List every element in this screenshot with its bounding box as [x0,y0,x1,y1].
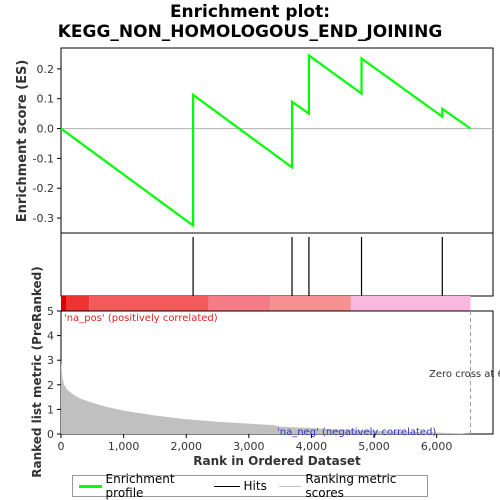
rank-bar-segment [61,296,67,311]
ranking-metric-area [61,360,471,434]
legend-swatch-metric [278,485,302,487]
x-tick-label: 6,000 [421,440,453,453]
es-y-tick-label: -0.1 [33,152,54,165]
legend-label-hits: Hits [243,479,267,493]
x-axis-label: Rank in Ordered Dataset [193,454,361,468]
legend-item-hits: Hits [213,479,267,493]
hits-panel-frame [60,232,494,297]
hits-marks [192,237,443,296]
metric-y-tick-label: 4 [47,330,54,343]
x-tick-label: 1,000 [108,440,140,453]
legend-swatch-enrichment [79,484,102,488]
es-y-tick-label: -0.2 [33,182,54,195]
x-tick-label: 2,000 [170,440,202,453]
x-tick-label: 5,000 [358,440,390,453]
chart-title-line2: KEGG_NON_HOMOLOGOUS_END_JOINING [57,22,443,42]
x-tick-label: 3,000 [233,440,265,453]
metric-y-tick-label: 2 [47,379,54,392]
es-y-label: Enrichment score (ES) [15,60,30,223]
metric-y-tick-label: 5 [47,305,54,318]
x-tick-label: 4,000 [296,440,328,453]
es-y-tick-label: 0.0 [37,123,55,136]
rank-bar-segment [350,296,471,311]
metric-y-tick-label: 0 [47,428,54,441]
legend-label-enrichment: Enrichment profile [105,472,175,500]
metric-y-tick-label: 1 [47,403,54,416]
pos-correlated-label: 'na_pos' (positively correlated) [64,313,218,324]
metric-y-tick-label: 3 [47,354,54,367]
metric-y-label: Ranked list metric (PreRanked) [30,266,44,478]
enrichment-profile-line [60,53,472,228]
legend-item-enrichment: Enrichment profile [79,472,202,500]
legend-label-metric: Ranking metric scores [305,472,397,500]
zero-cross-label: Zero cross at 6540 [429,369,500,380]
x-tick-label: 0 [58,440,65,453]
es-y-tick-label: -0.3 [33,212,54,225]
es-panel-frame [60,47,494,234]
es-y-ticks: 0.2 0.1 0.0 -0.1 -0.2 -0.3 [33,63,61,225]
chart-title-line1: Enrichment plot: [169,2,331,22]
legend-item-metric: Ranking metric scores [278,472,421,500]
rank-bar-segment [270,296,351,311]
rank-bar-segment [66,296,90,311]
legend-swatch-hits [213,485,240,487]
es-y-tick-label: 0.2 [37,63,55,76]
legend: Enrichment profile Hits Ranking metric s… [72,472,428,500]
es-y-tick-label: 0.1 [37,93,55,106]
neg-correlated-label: 'na_neg' (negatively correlated) [277,427,436,438]
metric-y-ticks: 5 4 3 2 1 0 [47,305,61,441]
rank-bar-segment [89,296,209,311]
rank-color-bar [61,296,471,311]
rank-bar-segment [208,296,271,311]
x-axis-ticks: 0 1,000 2,000 3,000 4,000 5,000 6,000 [58,434,453,453]
